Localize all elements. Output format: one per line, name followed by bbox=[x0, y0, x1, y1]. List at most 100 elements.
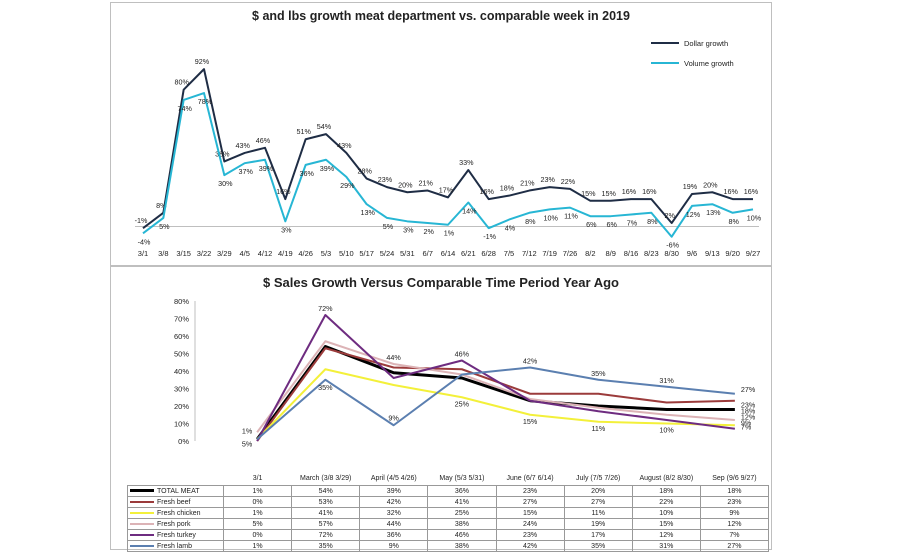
data-label: 23% bbox=[540, 175, 555, 184]
data-label: 51% bbox=[296, 127, 311, 136]
y-tick-label: 70% bbox=[174, 315, 189, 324]
x-tick-label: 9/6 bbox=[687, 249, 697, 258]
x-tick-label: 8/30 bbox=[664, 249, 679, 258]
data-label: 35% bbox=[591, 369, 606, 378]
data-label: 11% bbox=[591, 424, 605, 433]
x-tick-label: 5/3 bbox=[321, 249, 331, 258]
table-row: TOTAL MEAT 1% 54% 39% 36% 23% 20% 18% 18% bbox=[127, 485, 770, 497]
growth-line-chart: 3/1 3/8 3/15 3/22 3/29 4/5 4/12 4/19 4/26 5/3 5/10… bbox=[135, 39, 762, 258]
y-tick-label: 30% bbox=[174, 385, 189, 394]
table-column-header: June (6/7 6/14) bbox=[496, 471, 565, 486]
data-label: 38% bbox=[215, 149, 230, 158]
x-tick-label: 5/10 bbox=[339, 249, 354, 258]
table-cell: 7% bbox=[699, 529, 770, 541]
legend-swatch bbox=[130, 533, 154, 536]
table-cell: 9% bbox=[699, 507, 770, 519]
data-label: 30% bbox=[218, 179, 233, 188]
data-label: 9% bbox=[741, 419, 752, 428]
x-tick-label: 6/21 bbox=[461, 249, 476, 258]
table-column-header: 3/1 bbox=[223, 471, 292, 486]
table-row: Fresh chicken 1% 41% 32% 25% 15% 11% 10% 9% bbox=[127, 507, 770, 519]
data-label: 23% bbox=[741, 401, 756, 410]
y-tick-label: 60% bbox=[174, 332, 189, 341]
data-label: 10% bbox=[543, 213, 558, 222]
x-tick-label: 4/12 bbox=[258, 249, 273, 258]
legend-label: Fresh pork bbox=[157, 520, 191, 528]
table-cell: 42% bbox=[359, 496, 429, 508]
series-line bbox=[256, 340, 735, 433]
x-tick-label: 4/19 bbox=[278, 249, 293, 258]
data-label: 2% bbox=[423, 227, 434, 236]
series-line-volume bbox=[142, 92, 754, 238]
table-column-header: April (4/5 4/26) bbox=[359, 471, 428, 486]
table-row: Fresh turkey 0% 72% 36% 46% 23% 17% 12% 7% bbox=[127, 529, 770, 541]
data-label: 18% bbox=[500, 184, 515, 193]
x-tick-label: 4/5 bbox=[239, 249, 249, 258]
legend-label: Fresh lamb bbox=[157, 542, 193, 550]
x-tick-label: 3/15 bbox=[176, 249, 191, 258]
legend-entry: Fresh lamb bbox=[127, 540, 224, 552]
data-table: 3/1 March (3/8 3/29) April (4/5 4/26) May (… bbox=[127, 471, 770, 552]
data-label: 3% bbox=[281, 225, 292, 234]
x-tick-label: 7/5 bbox=[504, 249, 514, 258]
x-tick-label: 5/24 bbox=[380, 249, 395, 258]
data-label: 25% bbox=[455, 399, 470, 408]
data-label: 13% bbox=[360, 208, 375, 217]
x-tick-label: 3/8 bbox=[158, 249, 168, 258]
table-cell: 36% bbox=[427, 485, 497, 497]
data-label: 16% bbox=[744, 187, 759, 196]
data-label: 10% bbox=[659, 426, 674, 435]
y-tick-label: 40% bbox=[174, 367, 189, 376]
data-label: 13% bbox=[706, 208, 721, 217]
data-label: 36% bbox=[299, 169, 314, 178]
x-tick-label: 8/2 bbox=[585, 249, 595, 258]
data-label: 23% bbox=[378, 175, 393, 184]
data-label: 39% bbox=[320, 164, 335, 173]
data-label: 21% bbox=[520, 179, 535, 188]
data-label: 35% bbox=[318, 383, 333, 392]
table-cell: 18% bbox=[631, 485, 701, 497]
data-label: 78% bbox=[198, 97, 213, 106]
data-label: 19% bbox=[683, 182, 698, 191]
table-cell: 18% bbox=[699, 485, 770, 497]
table-cell: 44% bbox=[359, 518, 429, 530]
data-label: 10% bbox=[747, 213, 762, 222]
y-tick-label: 20% bbox=[174, 402, 189, 411]
x-tick-label: 9/20 bbox=[725, 249, 740, 258]
data-label: 12% bbox=[686, 210, 701, 219]
table-cell: 0% bbox=[222, 496, 293, 508]
table-cell: 32% bbox=[359, 507, 429, 519]
data-label: 17% bbox=[439, 185, 454, 194]
data-label: 46% bbox=[256, 136, 271, 145]
data-label: 9% bbox=[388, 413, 399, 422]
legend-swatch bbox=[130, 511, 154, 514]
x-tick-label: 6/14 bbox=[441, 249, 456, 258]
legend-entry: Fresh beef bbox=[127, 496, 224, 508]
series-line bbox=[256, 366, 735, 441]
chart-panel-bottom: $ Sales Growth Versus Comparable Time Pe… bbox=[110, 266, 772, 552]
table-cell: 38% bbox=[427, 518, 497, 530]
series-line bbox=[256, 314, 736, 442]
table-cell: 23% bbox=[699, 496, 770, 508]
y-tick-label: 0% bbox=[178, 437, 189, 446]
data-label: 16% bbox=[642, 187, 657, 196]
x-tick-label: 3/22 bbox=[197, 249, 212, 258]
data-label: 54% bbox=[317, 122, 332, 131]
data-label: 44% bbox=[386, 353, 401, 362]
data-label: 2% bbox=[664, 211, 675, 220]
data-label: 39% bbox=[259, 164, 274, 173]
table-cell: 41% bbox=[427, 496, 497, 508]
legend-swatch bbox=[130, 522, 154, 525]
table-cell: 39% bbox=[359, 485, 429, 497]
data-label: 5% bbox=[159, 222, 170, 231]
table-cell: 23% bbox=[495, 485, 565, 497]
data-label: 7% bbox=[627, 218, 638, 227]
table-column-header: July (7/5 7/26) bbox=[564, 471, 633, 486]
x-tick-label: 6/7 bbox=[422, 249, 432, 258]
chart-panel-top: $ and lbs growth meat department vs. com… bbox=[110, 2, 772, 266]
table-cell: 19% bbox=[563, 518, 633, 530]
data-label: 6% bbox=[606, 220, 617, 229]
table-cell: 72% bbox=[291, 529, 361, 541]
table-cell: 20% bbox=[563, 485, 633, 497]
legend-swatch bbox=[130, 500, 154, 503]
